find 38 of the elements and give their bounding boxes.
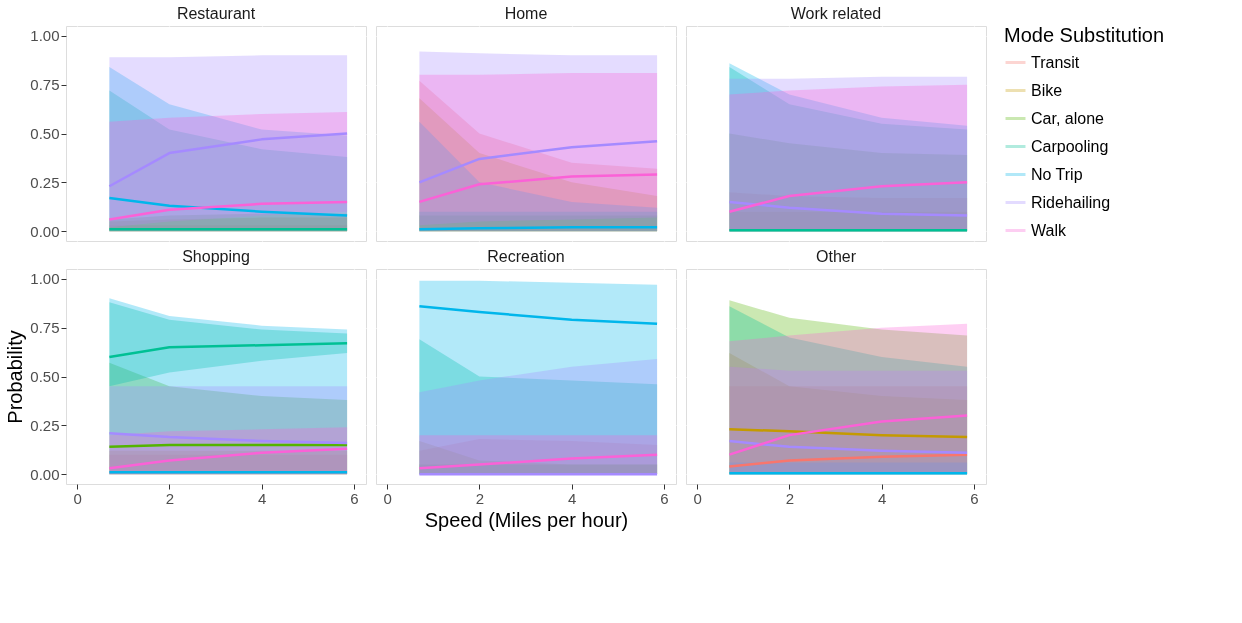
y-tick-label: 0.75 <box>30 319 60 337</box>
legend-label: Car, alone <box>1031 109 1105 127</box>
x-tick-label: 0 <box>383 489 392 507</box>
legend-label: No Trip <box>1031 165 1083 183</box>
y-tick-label: 0.00 <box>30 222 60 240</box>
x-tick-label: 4 <box>878 489 887 507</box>
legend-label: Walk <box>1031 221 1067 239</box>
chart-title: Recreation <box>487 248 565 265</box>
x-tick-label: 4 <box>258 489 267 507</box>
chart-title: Home <box>504 5 548 22</box>
x-axis-title: Speed (Miles per hour) <box>424 508 629 531</box>
y-tick-label: 0.00 <box>30 465 60 483</box>
y-tick-label: 1.00 <box>30 27 60 45</box>
x-tick-label: 4 <box>568 489 577 507</box>
y-tick-label: 0.25 <box>30 173 60 191</box>
x-tick-label: 6 <box>350 489 359 507</box>
legend-label: Ridehailing <box>1031 193 1111 211</box>
legend-title: Mode Substitution <box>1004 24 1165 46</box>
x-tick-label: 0 <box>73 489 82 507</box>
x-tick-label: 2 <box>165 489 175 507</box>
y-tick-label: 0.50 <box>30 125 60 142</box>
chart-title: Restaurant <box>176 5 256 22</box>
x-tick-label: 0 <box>693 489 702 507</box>
y-tick-label: 0.25 <box>30 416 60 434</box>
chart-title: Other <box>815 248 857 265</box>
chart-title: Work related <box>790 5 882 22</box>
legend-label: Carpooling <box>1031 137 1109 155</box>
y-tick-label: 0.75 <box>30 76 60 94</box>
x-tick-label: 6 <box>970 489 979 507</box>
x-tick-label: 2 <box>475 489 485 507</box>
chart-title: Shopping <box>182 248 250 265</box>
x-tick-label: 6 <box>660 489 669 507</box>
legend-label: Bike <box>1031 81 1063 99</box>
y-axis-title: Probability <box>4 330 27 424</box>
y-tick-label: 1.00 <box>30 270 60 288</box>
legend-label: Transit <box>1031 53 1080 71</box>
x-tick-label: 2 <box>785 489 795 507</box>
y-tick-label: 0.50 <box>30 368 60 385</box>
